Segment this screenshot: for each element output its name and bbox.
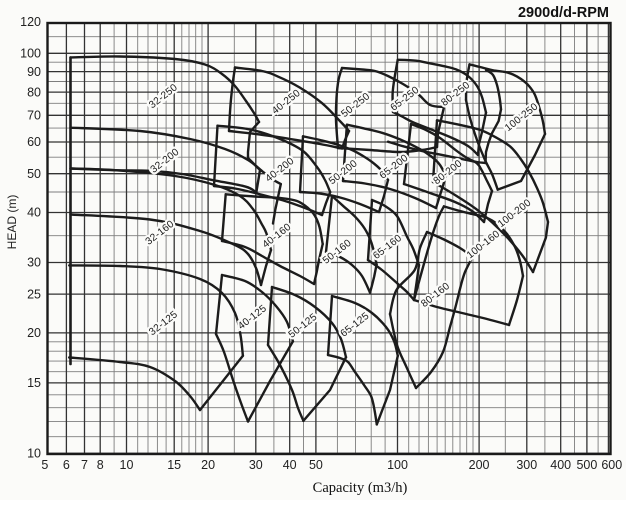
svg-text:100: 100 bbox=[387, 458, 408, 472]
svg-text:40: 40 bbox=[27, 206, 41, 220]
svg-text:6: 6 bbox=[63, 458, 70, 472]
svg-text:500: 500 bbox=[576, 458, 597, 472]
svg-text:400: 400 bbox=[550, 458, 571, 472]
svg-text:90: 90 bbox=[27, 65, 41, 79]
svg-text:30: 30 bbox=[27, 256, 41, 270]
svg-text:40: 40 bbox=[283, 458, 297, 472]
svg-text:120: 120 bbox=[20, 15, 41, 29]
svg-text:60: 60 bbox=[27, 135, 41, 149]
svg-text:HEAD (m): HEAD (m) bbox=[5, 195, 19, 250]
svg-text:200: 200 bbox=[469, 458, 490, 472]
svg-text:7: 7 bbox=[81, 458, 88, 472]
svg-text:10: 10 bbox=[27, 447, 41, 461]
svg-text:15: 15 bbox=[27, 376, 41, 390]
svg-text:80: 80 bbox=[27, 85, 41, 99]
svg-text:15: 15 bbox=[167, 458, 181, 472]
svg-text:30: 30 bbox=[249, 458, 263, 472]
svg-text:25: 25 bbox=[27, 287, 41, 301]
svg-text:20: 20 bbox=[201, 458, 215, 472]
svg-text:10: 10 bbox=[120, 458, 134, 472]
svg-text:8: 8 bbox=[97, 458, 104, 472]
svg-text:20: 20 bbox=[27, 326, 41, 340]
svg-text:600: 600 bbox=[601, 458, 622, 472]
svg-text:100: 100 bbox=[20, 47, 41, 61]
svg-text:2900d/d-RPM: 2900d/d-RPM bbox=[518, 5, 609, 21]
svg-text:300: 300 bbox=[516, 458, 537, 472]
svg-text:5: 5 bbox=[41, 458, 48, 472]
svg-text:Capacity (m3/h): Capacity (m3/h) bbox=[313, 480, 408, 496]
svg-text:50: 50 bbox=[309, 458, 323, 472]
svg-text:70: 70 bbox=[27, 109, 41, 123]
svg-text:50: 50 bbox=[27, 167, 41, 181]
